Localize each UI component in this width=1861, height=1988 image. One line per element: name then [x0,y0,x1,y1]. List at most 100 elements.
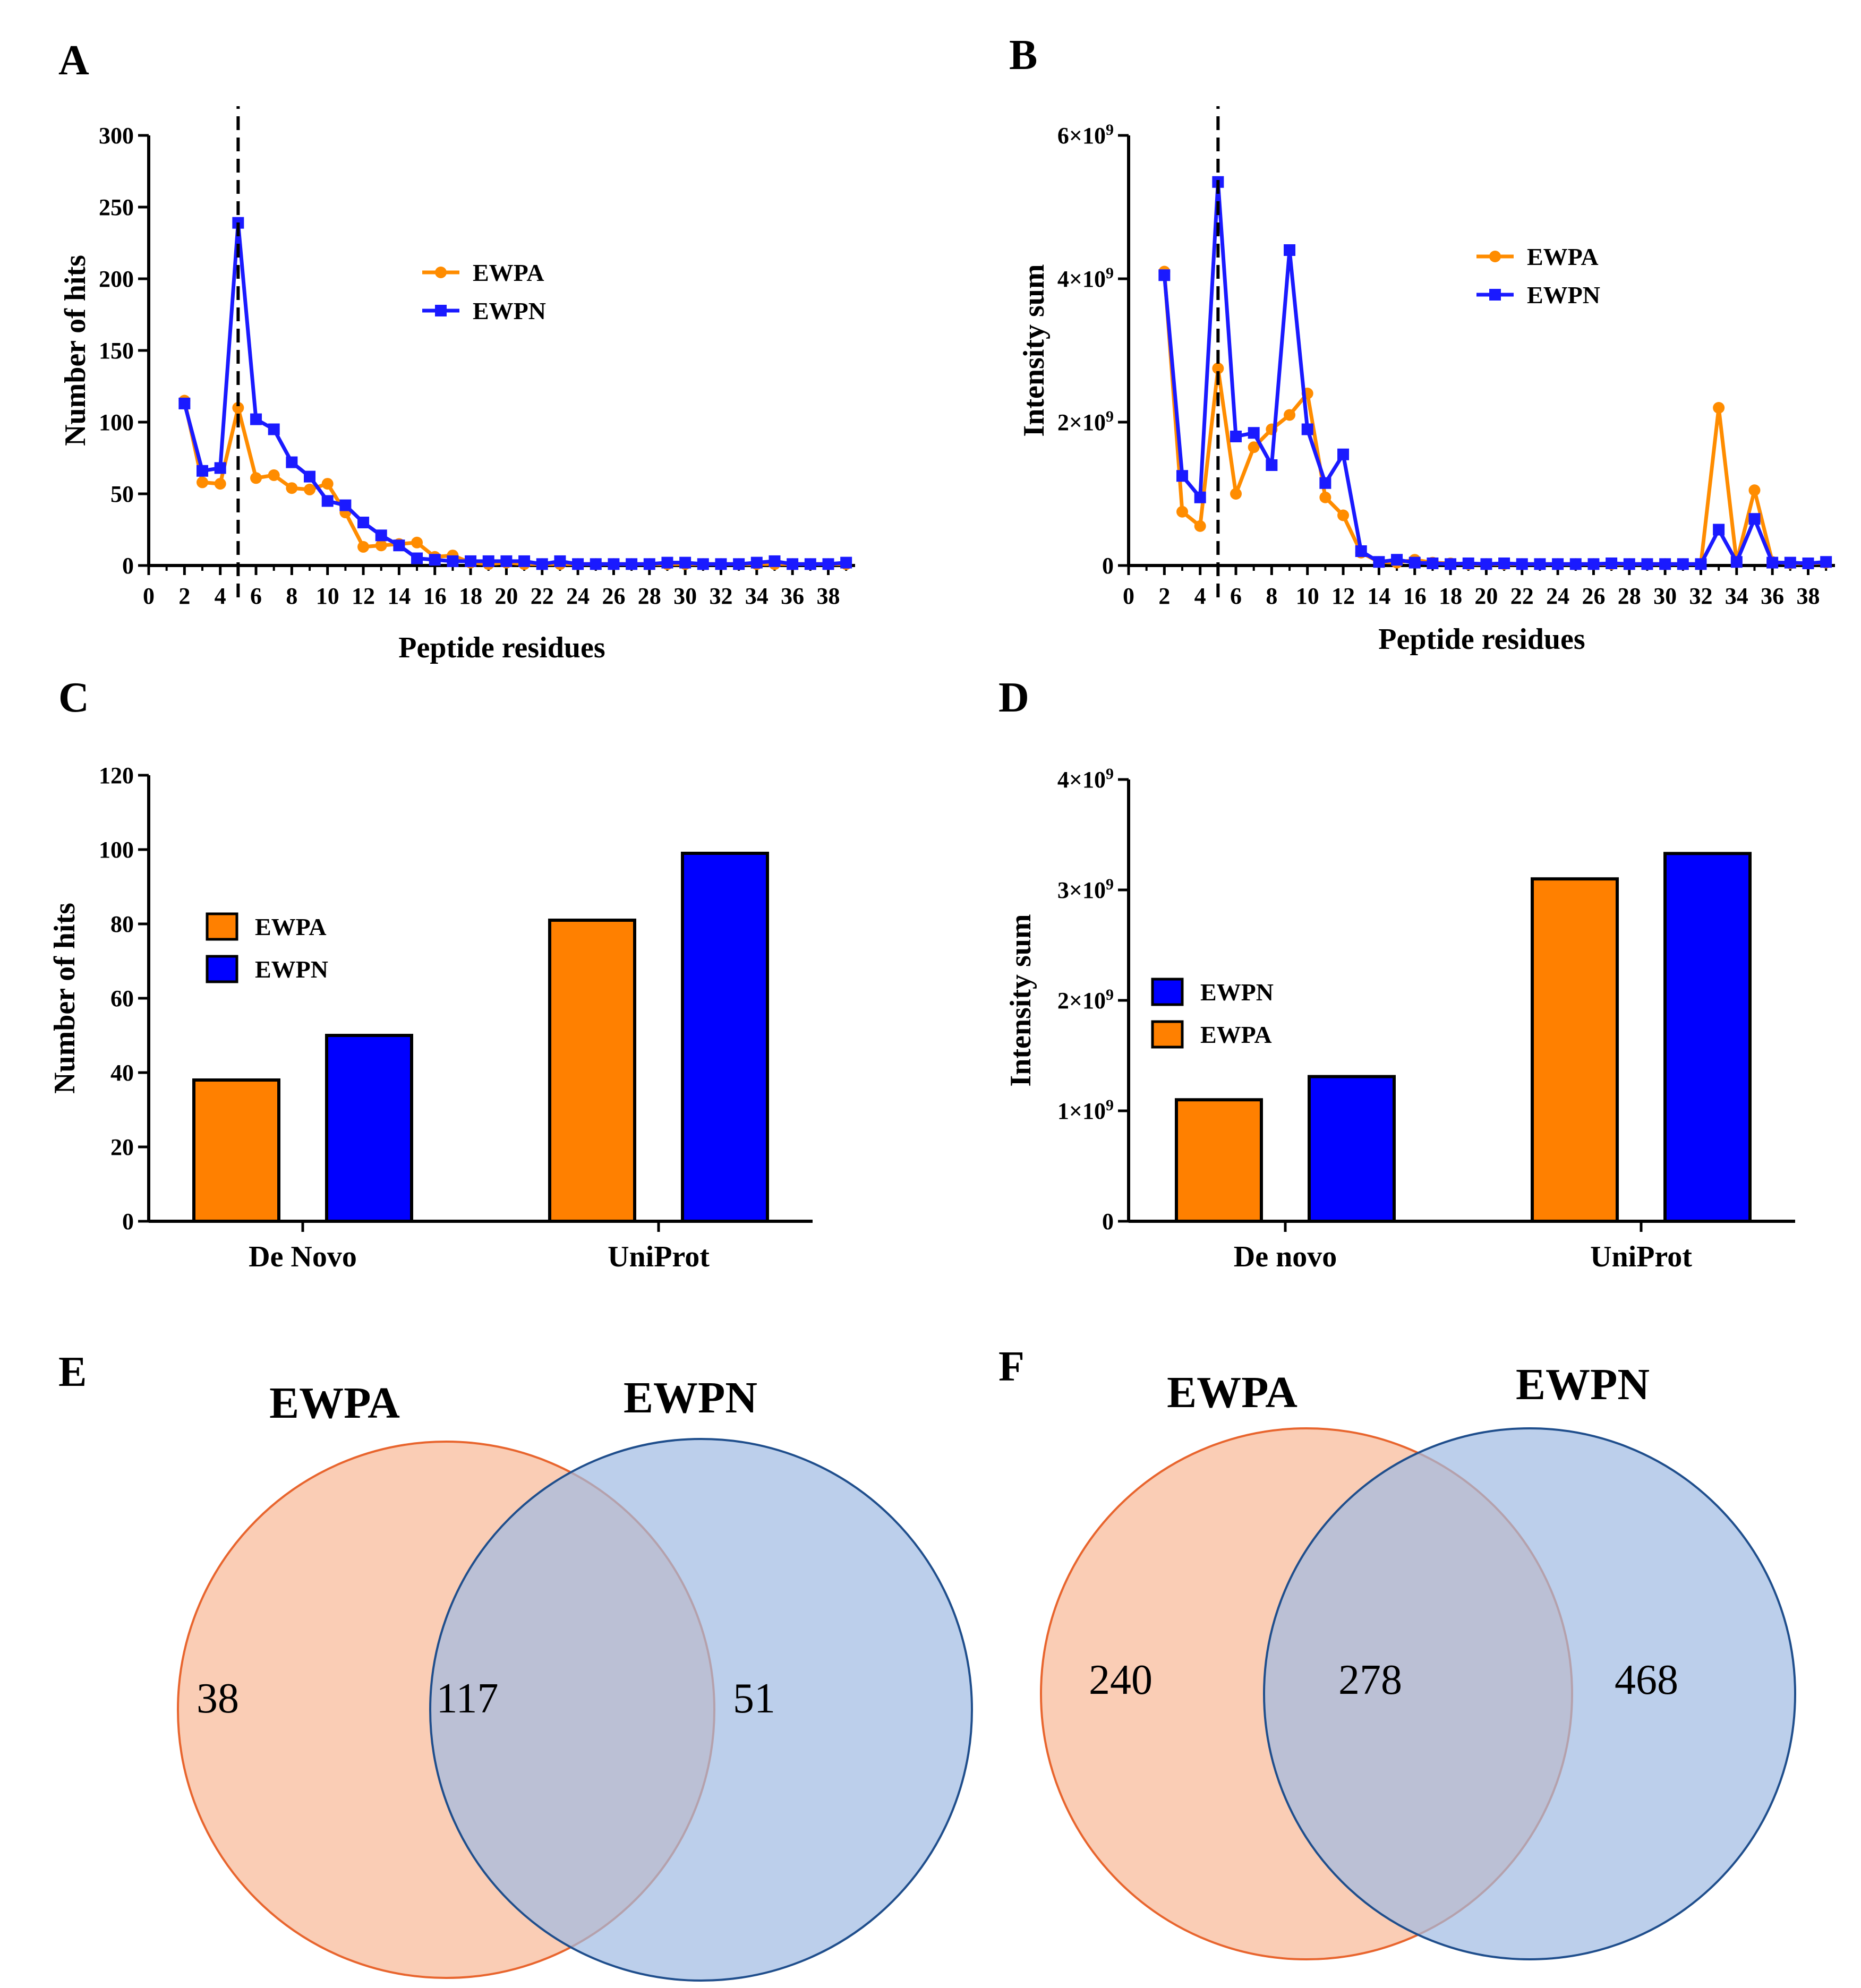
data-point-ewpn [1194,491,1206,503]
bar-ewpa [548,919,636,1223]
venn-circle-ewpn [429,1438,973,1982]
data-point-ewpn [661,556,673,569]
data-point-ewpa [250,472,262,484]
x-tick-label: 2 [178,583,190,609]
data-point-ewpn [268,423,280,435]
x-tick-label: 4 [1194,583,1206,609]
data-point-ewpn [1641,558,1653,570]
panel-e-venn-diagram: E EWPA EWPN 38 117 51 [58,1349,973,1982]
data-point-ewpn [286,456,298,468]
x-category-label: De novo [1234,1240,1337,1273]
data-point-ewpn [787,558,799,570]
x-tick-label: 20 [494,583,518,609]
data-point-ewpn [1408,556,1421,569]
bar-ewpn [1663,852,1752,1223]
data-point-ewpn [769,555,781,567]
data-point-ewpn [482,555,494,567]
bar-ewpn [1308,1075,1396,1223]
x-axis-title: Peptide residues [1378,623,1585,656]
data-point-ewpn [643,558,655,570]
data-point-ewpn [1319,477,1331,489]
y-tick-label: 20 [110,1134,134,1160]
data-point-ewpn [304,470,316,483]
panel-letter: D [998,674,1029,721]
x-tick-label: 14 [1367,583,1390,609]
y-tick-label: 0 [122,1209,134,1235]
data-point-ewpa [1230,488,1242,500]
y-tick-label: 150 [99,338,134,364]
venn-count-only-ewpn: 468 [1615,1657,1678,1703]
y-axis-title: Intensity sum [1018,264,1051,436]
x-tick-label: 26 [1582,583,1605,609]
x-tick-label: 4 [215,583,226,609]
x-tick-label: 22 [1510,583,1534,609]
y-axis-title: Intensity sum [1004,914,1037,1086]
data-point-ewpn [1802,557,1814,569]
y-tick-label: 100 [99,409,134,435]
venn-count-intersection: 278 [1338,1657,1402,1703]
data-point-ewpa [1248,441,1260,453]
data-point-ewpn [357,517,370,528]
data-point-ewpn [608,558,620,570]
legend-label: EWPA [1527,243,1599,270]
x-category-label: UniProt [1590,1240,1692,1273]
panel-f-venn-diagram: F EWPA EWPN 240 278 468 [998,1343,1796,1960]
data-point-ewpa [1319,491,1331,503]
legend-label: EWPN [1200,979,1274,1006]
data-point-ewpa [232,402,244,414]
venn-count-only-ewpn: 51 [733,1675,775,1722]
x-axis-title: Peptide residues [398,631,605,664]
data-point-ewpn [733,558,745,570]
legend-marker [435,267,447,278]
legend-marker [435,305,447,316]
data-point-ewpn [1337,448,1350,460]
data-point-ewpn [554,555,566,567]
y-axis-title: Number of hits [59,255,92,446]
data-point-ewpn [840,556,852,569]
venn-count-intersection: 117 [436,1675,498,1722]
x-tick-label: 32 [709,583,732,609]
data-point-ewpa [321,478,334,490]
data-point-ewpn [1766,556,1779,569]
data-point-ewpn [626,558,638,570]
bar-ewpn [681,852,769,1223]
bar-ewpa [192,1078,280,1223]
y-tick-label: 3×109 [1057,876,1114,904]
legend-marker [1489,251,1501,262]
data-point-ewpn [822,558,834,570]
x-tick-label: 24 [1546,583,1569,609]
data-point-ewpn [1284,244,1296,256]
x-tick-label: 12 [1331,583,1355,609]
data-point-ewpn [178,397,191,409]
data-point-ewpn [339,499,352,511]
x-tick-label: 8 [1266,583,1277,609]
y-tick-label: 60 [110,986,134,1012]
x-tick-label: 2 [1158,583,1170,609]
legend-label: EWPA [1200,1021,1272,1048]
data-point-ewpn [1266,459,1278,471]
data-point-ewpn [375,529,387,542]
data-point-ewpn [1516,558,1528,570]
legend-label: EWPN [255,956,328,983]
legend-label: EWPA [255,913,327,940]
data-point-ewpa [197,476,209,489]
data-point-ewpa [375,539,387,552]
legend-swatch-ewpa [1151,1020,1184,1049]
data-point-ewpn [214,462,226,474]
data-point-ewpn [1498,557,1510,569]
data-point-ewpa [1284,409,1296,421]
venn-circle-ewpn [1263,1427,1796,1960]
data-point-ewpn [1248,427,1260,439]
x-tick-label: 36 [781,583,804,609]
data-point-ewpa [1713,402,1725,414]
data-point-ewpa [411,536,423,549]
x-tick-label: 24 [566,583,590,609]
panel-c-bar-chart: C 0 20 40 60 80 100 120 Number of hits De Novo Uni… [48,674,813,1273]
bar-ewpa [1531,877,1619,1223]
data-point-ewpn [1606,557,1618,569]
y-tick-label: 250 [99,194,134,220]
data-point-ewpn [1355,545,1367,557]
legend-swatch-ewpa [206,912,238,941]
venn-set-title: EWPA [1167,1368,1297,1417]
